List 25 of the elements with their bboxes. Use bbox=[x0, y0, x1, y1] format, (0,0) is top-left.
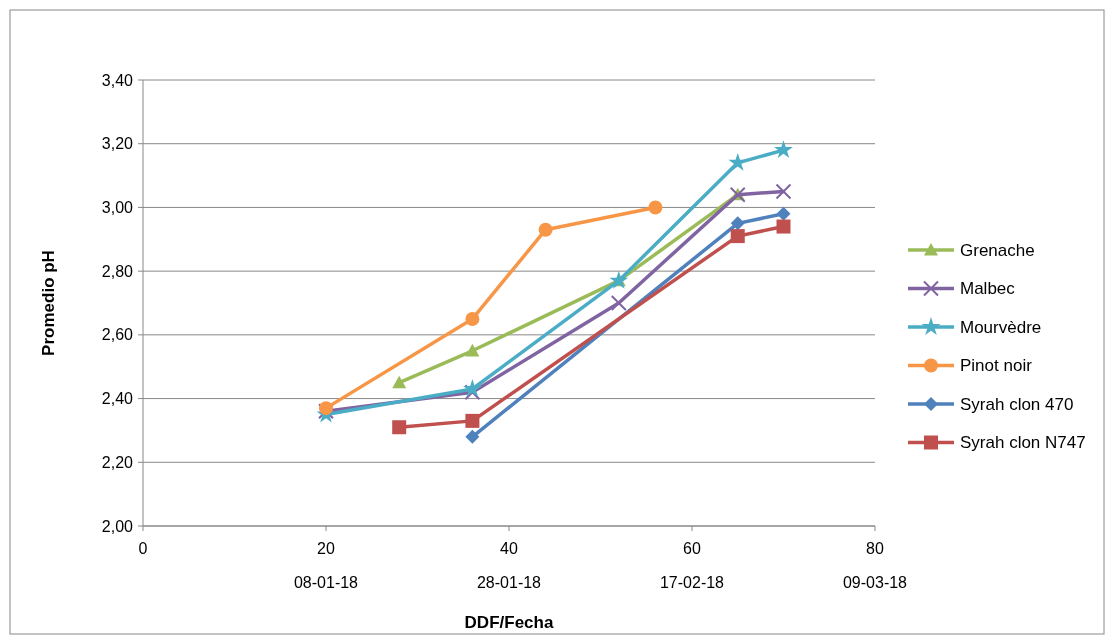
x2-tick-label: 28-01-18 bbox=[476, 574, 542, 591]
x-tick-label: 0 bbox=[138, 540, 148, 557]
x-axis-title: DDF/Fecha bbox=[464, 613, 554, 632]
x-tick-label: 40 bbox=[500, 540, 518, 557]
x-tick-label: 80 bbox=[866, 540, 884, 557]
x-tick-label: 60 bbox=[683, 540, 701, 557]
x2-tick-label: 17-02-18 bbox=[659, 574, 725, 591]
y-tick-label: 2,80 bbox=[101, 262, 134, 280]
y-tick-label: 3,00 bbox=[101, 199, 134, 217]
legend-label: Grenache bbox=[960, 240, 1035, 260]
y-tick-label: 2,20 bbox=[101, 453, 134, 471]
x2-tick-label: 09-03-18 bbox=[842, 574, 908, 591]
x2-tick-label: 08-01-18 bbox=[293, 574, 359, 591]
y-tick-label: 2,00 bbox=[101, 517, 134, 535]
legend-label: Mourvèdre bbox=[960, 317, 1042, 337]
legend-label: Syrah clon N747 bbox=[960, 433, 1086, 453]
y-tick-label: 3,40 bbox=[101, 71, 134, 89]
y-tick-label: 2,60 bbox=[101, 326, 134, 344]
legend-label: Pinot noir bbox=[960, 356, 1033, 376]
y-axis-title: Promedio pH bbox=[39, 250, 58, 356]
y-tick-label: 3,20 bbox=[101, 135, 134, 153]
y-tick-label: 2,40 bbox=[101, 390, 134, 408]
legend-label: Syrah clon 470 bbox=[960, 394, 1074, 414]
x-tick-label: 20 bbox=[317, 540, 335, 557]
legend-label: Malbec bbox=[960, 279, 1016, 299]
